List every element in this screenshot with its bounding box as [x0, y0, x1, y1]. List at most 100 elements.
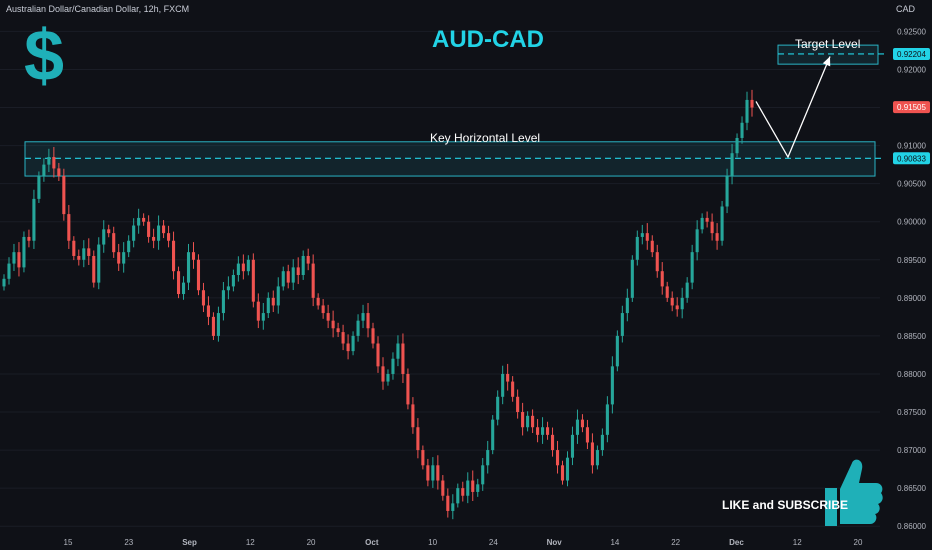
x-tick-label: 20: [307, 538, 316, 547]
candle: [201, 282, 206, 313]
candle: [236, 256, 240, 282]
candle: [186, 243, 191, 291]
candle: [27, 229, 31, 248]
candle: [690, 244, 694, 290]
candle: [172, 231, 176, 280]
y-tick-label: 0.89500: [897, 256, 926, 265]
candle: [241, 254, 245, 280]
candle: [147, 215, 151, 243]
candle: [750, 89, 754, 117]
candle: [660, 262, 664, 295]
candle: [585, 419, 589, 450]
y-tick-label: 0.90000: [897, 218, 926, 227]
candle: [142, 213, 146, 226]
candle: [331, 310, 335, 338]
candle: [546, 421, 550, 440]
candle: [685, 277, 689, 303]
candle: [216, 306, 220, 342]
candle: [361, 304, 365, 329]
candle: [107, 224, 111, 238]
candle: [117, 243, 121, 271]
y-tick-label: 0.86500: [897, 484, 926, 493]
candle: [426, 458, 430, 487]
candle: [396, 335, 400, 367]
candle: [620, 305, 624, 343]
y-tick-label: 0.88000: [897, 370, 926, 379]
candle: [421, 445, 425, 470]
candle: [176, 266, 181, 299]
candle: [271, 290, 275, 313]
candle: [645, 223, 649, 250]
candle: [316, 293, 320, 310]
candle: [451, 494, 455, 520]
thumbs-up-icon: [825, 459, 883, 526]
candle: [206, 296, 210, 326]
target-level-label: Target Level: [795, 37, 861, 51]
candle: [296, 257, 300, 285]
candle: [416, 418, 420, 459]
candle: [122, 242, 126, 273]
candle: [137, 208, 141, 234]
grid-lines: [0, 30, 880, 527]
candle: [22, 231, 26, 273]
candle: [705, 211, 709, 228]
candle: [371, 322, 375, 349]
price-label-last: 0.91505: [893, 101, 930, 114]
x-tick-label: 23: [124, 538, 133, 547]
candle: [710, 213, 714, 241]
candle: [560, 460, 565, 485]
candle: [501, 365, 505, 405]
candle: [605, 396, 609, 443]
candle: [521, 402, 525, 436]
candle: [625, 288, 629, 322]
candle: [42, 158, 46, 182]
candle: [226, 276, 230, 300]
candle: [191, 242, 196, 269]
candle: [635, 230, 639, 266]
candle: [735, 133, 739, 158]
y-tick-label: 0.90500: [897, 180, 926, 189]
candle: [67, 204, 71, 249]
candle: [456, 483, 460, 508]
candle: [411, 397, 415, 434]
candle: [496, 390, 500, 426]
candle: [256, 293, 260, 329]
candle: [700, 213, 704, 234]
projection-path: [755, 56, 831, 159]
x-tick-label: 15: [64, 538, 73, 547]
candle: [665, 281, 669, 302]
candle: [12, 243, 16, 271]
candle: [506, 363, 510, 391]
candle: [486, 440, 490, 474]
candle: [715, 223, 719, 250]
svg-text:0.92204: 0.92204: [897, 50, 926, 59]
candle: [306, 248, 310, 271]
candle: [281, 266, 285, 291]
candle: [246, 255, 250, 276]
candle: [570, 426, 575, 466]
candle: [745, 91, 749, 131]
candle: [406, 368, 410, 410]
candle: [640, 224, 644, 245]
svg-text:0.90833: 0.90833: [897, 154, 926, 163]
candle: [152, 228, 156, 249]
candle: [536, 419, 540, 443]
candle: [162, 220, 166, 239]
time-axis[interactable]: 15 23 Sep 12 20 Oct 10 24 Nov 14 22 Dec 12 20: [64, 538, 863, 547]
candle: [680, 287, 684, 319]
candle: [550, 427, 555, 457]
candle: [37, 171, 41, 203]
y-tick-label: 0.87500: [897, 408, 926, 417]
candle: [2, 274, 6, 291]
candle: [466, 472, 470, 504]
candle: [231, 269, 235, 292]
x-tick-label: 20: [854, 538, 863, 547]
x-tick-label: 14: [610, 538, 619, 547]
y-tick-label: 0.92500: [897, 27, 926, 36]
candle: [630, 255, 634, 302]
x-tick-label: 22: [671, 538, 680, 547]
x-tick-label: 10: [428, 538, 437, 547]
candle: [321, 299, 325, 319]
candle: [251, 253, 255, 308]
